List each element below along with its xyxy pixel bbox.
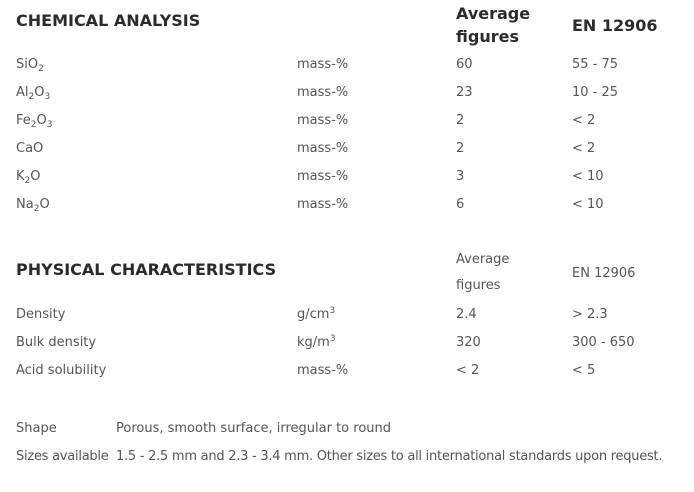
unit-cell: mass-% [297, 57, 349, 72]
chemical-average-header-line2: figures [456, 27, 519, 46]
average-cell: 2.4 [456, 307, 477, 322]
unit-cell: mass-% [297, 141, 349, 156]
standard-cell: < 10 [572, 197, 604, 212]
average-cell: 2 [456, 141, 465, 156]
property-name: Bulk density [16, 335, 97, 350]
average-cell: 3 [456, 169, 465, 184]
standard-cell: 300 - 650 [572, 335, 635, 350]
physical-average-header-line2: figures [456, 278, 501, 293]
chemical-average-header-line1: Average [456, 4, 531, 23]
chemical-average-header: Average figures [456, 2, 530, 48]
sizes-label: Sizes available [16, 449, 109, 464]
unit-cell: mass-% [297, 363, 349, 378]
average-cell: 320 [456, 335, 481, 350]
compound-name: Al2O3 [16, 85, 51, 102]
compound-name: Fe2O3 [16, 113, 53, 130]
physical-standard-header: EN 12906 [572, 266, 636, 281]
average-cell: < 2 [456, 363, 480, 378]
standard-cell: < 2 [572, 141, 596, 156]
unit-cell: mass-% [297, 113, 349, 128]
average-cell: 2 [456, 113, 465, 128]
property-name: Density [16, 307, 66, 322]
average-cell: 23 [456, 85, 473, 100]
compound-name: SiO2 [16, 57, 44, 74]
standard-cell: > 2.3 [572, 307, 608, 322]
property-name: Acid solubility [16, 363, 107, 378]
chemical-standard-header: EN 12906 [572, 16, 658, 35]
unit-cell: kg/m3 [297, 334, 336, 351]
standard-cell: 55 - 75 [572, 57, 619, 72]
shape-value: Porous, smooth surface, irregular to rou… [116, 421, 391, 436]
shape-label: Shape [16, 421, 57, 436]
physical-average-header: Average figures [456, 247, 509, 299]
sizes-value: 1.5 - 2.5 mm and 2.3 - 3.4 mm. Other siz… [116, 449, 663, 464]
standard-cell: < 10 [572, 169, 604, 184]
standard-cell: < 2 [572, 113, 596, 128]
physical-characteristics-title: PHYSICAL CHARACTERISTICS [16, 260, 277, 279]
compound-name: K2O [16, 169, 41, 186]
unit-cell: g/cm3 [297, 306, 336, 323]
standard-cell: < 5 [572, 363, 596, 378]
physical-average-header-line1: Average [456, 252, 510, 267]
compound-name: Na2O [16, 197, 50, 214]
unit-cell: mass-% [297, 197, 349, 212]
chemical-analysis-title: CHEMICAL ANALYSIS [16, 11, 201, 30]
average-cell: 6 [456, 197, 465, 212]
standard-cell: 10 - 25 [572, 85, 619, 100]
unit-cell: mass-% [297, 85, 349, 100]
unit-cell: mass-% [297, 169, 349, 184]
compound-name: CaO [16, 141, 44, 156]
average-cell: 60 [456, 57, 473, 72]
